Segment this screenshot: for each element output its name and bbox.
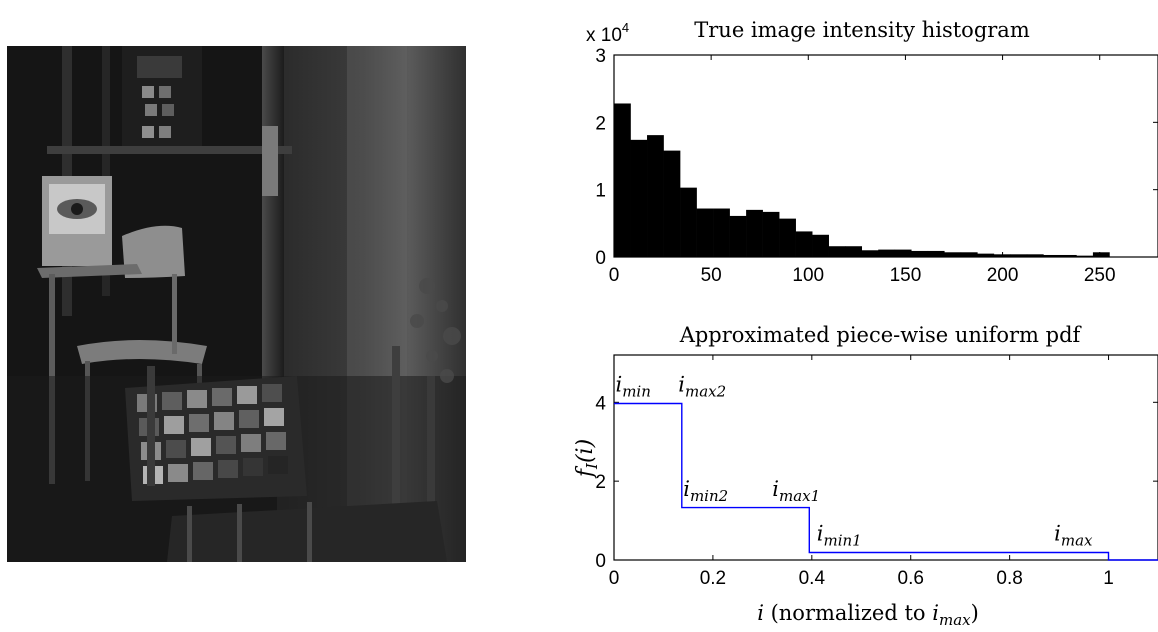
pdf-y-ticks: 0 2 4 [595, 393, 1158, 572]
histogram-bar [1059, 254, 1077, 257]
pdf-annotation-min: imin [615, 372, 650, 400]
histogram-bar [1010, 254, 1028, 257]
pdf-annotation-min1: imin1 [817, 521, 862, 549]
histogram-y-ticks: 0 1 2 3 [595, 46, 1158, 269]
pdf-y-tick-label: 2 [595, 472, 606, 493]
histogram-bar [1092, 252, 1110, 257]
histogram-title: True image intensity histogram [694, 18, 1030, 42]
pdf-x-tick-label: 0.8 [996, 568, 1022, 589]
histogram-bar [911, 250, 929, 257]
histogram-bar [614, 103, 631, 257]
histogram-y-multiplier: x 104 [586, 20, 629, 46]
pdf-y-tick-label: 4 [595, 393, 606, 414]
histogram-bar [680, 187, 697, 257]
pdf-annotation-max2: imax2 [678, 372, 726, 400]
pdf-y-tick-label: 0 [595, 551, 606, 572]
histogram-bar [779, 218, 796, 257]
scene-photograph [7, 46, 466, 562]
histogram-bar [927, 250, 945, 257]
pdf-annotations: imin imax2 imin2 imax1 imin1 imax [615, 372, 1093, 549]
pdf-annotation-min2: imin2 [683, 477, 728, 505]
histogram-bar [894, 249, 912, 257]
histogram-x-tick-label: 150 [890, 265, 922, 286]
pdf-x-tick-label: 0.2 [700, 568, 726, 589]
histogram-bar [713, 208, 730, 257]
histogram-bar [828, 246, 846, 257]
pdf-x-tick-label: 0 [609, 568, 620, 589]
pdf-x-tick-label: 0.6 [898, 568, 924, 589]
histogram-x-ticks: 0 50 100 150 200 250 [609, 55, 1116, 286]
pdf-annotation-max: imax [1054, 521, 1093, 549]
histogram-axes-box [613, 54, 1158, 258]
pdf-axes-box [613, 354, 1158, 561]
scene-photograph-image [7, 46, 466, 562]
histogram-bar [746, 209, 763, 257]
histogram-x-tick-label: 100 [792, 265, 824, 286]
histogram-bar [1026, 254, 1044, 257]
pdf-x-ticks: 0 0.2 0.4 0.6 0.8 1 [609, 355, 1114, 589]
pdf-annotation-max1: imax1 [772, 477, 820, 505]
histogram-x-tick-label: 200 [987, 265, 1019, 286]
pdf-x-tick-label: 0.4 [799, 568, 826, 589]
histogram-bar [762, 211, 780, 257]
histogram-x-tick-label: 0 [609, 265, 620, 286]
histogram-y-tick-label: 3 [595, 46, 606, 67]
pdf-title: Approximated piece-wise uniform pdf [679, 323, 1083, 347]
histogram-bar [663, 150, 681, 257]
histogram-bar [861, 250, 879, 257]
histogram-x-tick-label: 250 [1084, 265, 1116, 286]
pdf-x-tick-label: 1 [1103, 568, 1114, 589]
pdf-y-axis-label: fI(i) [573, 439, 601, 479]
histogram-bar [878, 249, 896, 257]
histogram-bar [812, 234, 829, 257]
histogram-y-tick-label: 0 [595, 248, 606, 269]
histogram-bar [977, 253, 995, 257]
histogram-bar [696, 208, 714, 257]
histogram-bars [614, 103, 1110, 257]
histogram-bar [845, 246, 863, 257]
histogram-chart: 0 50 100 150 200 250 0 1 2 3 True image intensit… [586, 18, 1158, 286]
histogram-bar [1076, 255, 1094, 257]
pdf-x-axis-label: i (normalized to imax) [757, 601, 979, 629]
histogram-bar [1043, 254, 1061, 257]
histogram-bar [960, 252, 978, 257]
histogram-bar [944, 252, 962, 257]
histogram-bar [729, 215, 747, 257]
histogram-y-tick-label: 1 [595, 181, 606, 202]
histogram-y-tick-label: 2 [595, 113, 606, 134]
histogram-x-tick-label: 50 [701, 265, 722, 286]
pdf-step-line [614, 402, 1158, 561]
histogram-bar [630, 139, 648, 257]
histogram-bar [795, 231, 813, 257]
histogram-bar [647, 135, 664, 257]
